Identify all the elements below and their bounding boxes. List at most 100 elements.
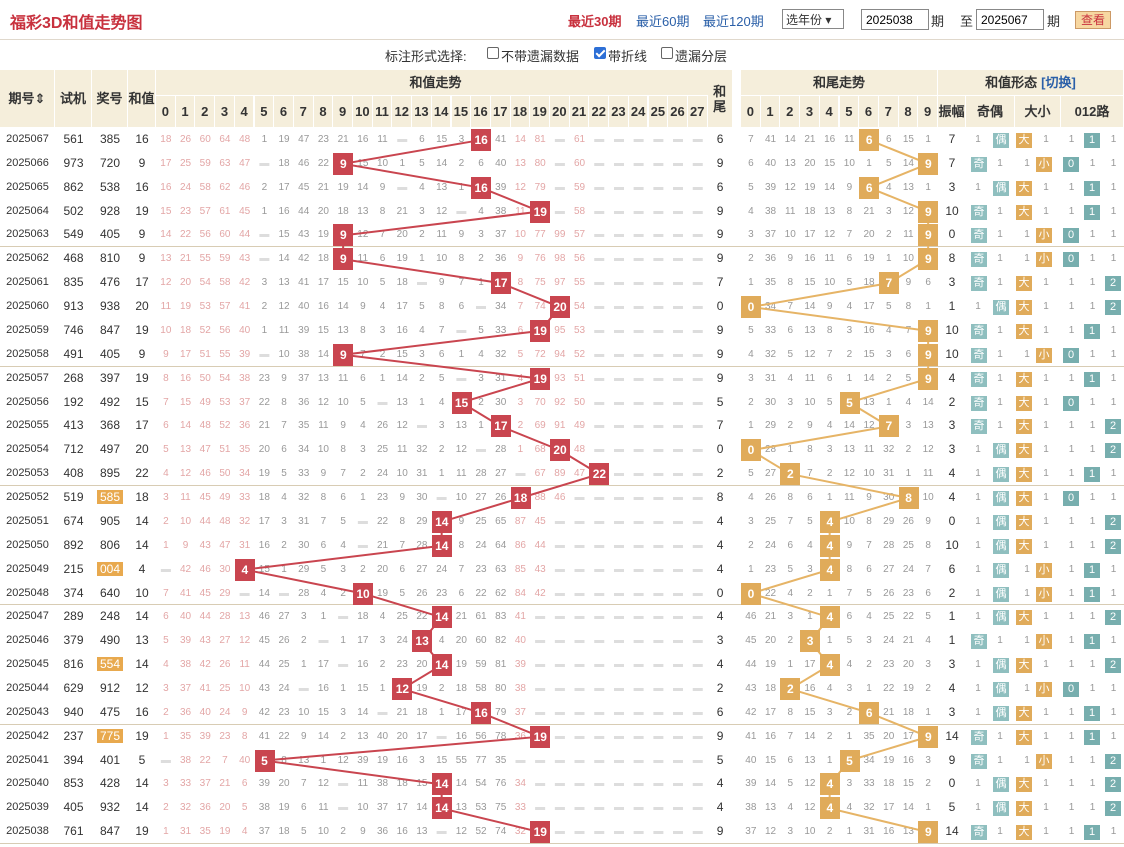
tail-miss-cell: 2: [787, 420, 794, 432]
parity-miss: 1: [997, 277, 1003, 289]
tail-miss-cell: 1: [846, 826, 853, 838]
jianghao-cell: 405: [92, 223, 128, 246]
sum-miss-cell: 20: [317, 205, 329, 217]
sum-miss-cell: 52: [573, 348, 586, 360]
period-to-input[interactable]: [976, 9, 1044, 30]
sum-miss-cell: ▬: [613, 301, 624, 313]
sum-marker: 19: [530, 367, 551, 390]
size-badge: 大: [1016, 300, 1032, 316]
sum-miss-cell: 81: [534, 134, 546, 145]
shiji-cell: 405: [63, 800, 84, 815]
sum-miss-cell: 39: [357, 754, 369, 766]
sum-miss-cell: ▬: [613, 635, 624, 647]
sum-miss-cell: ▬: [613, 802, 624, 814]
header-sum-5: 5: [254, 96, 275, 128]
sum-miss-cell: 22: [416, 611, 428, 623]
sum-miss-cell: ▬: [613, 515, 624, 527]
range-30[interactable]: 最近30期: [568, 14, 622, 29]
sum-miss-cell: 11: [456, 468, 467, 480]
tail-marker: 0: [741, 582, 761, 605]
tail-miss-cell: 41: [764, 134, 777, 145]
tail-miss-cell: 20: [804, 157, 816, 169]
sum-miss-cell: ▬: [633, 563, 644, 575]
range-120[interactable]: 最近120期: [703, 14, 764, 29]
sum-miss-cell: 23: [396, 659, 408, 671]
sum-miss-cell: ▬: [653, 802, 664, 814]
jianghao-cell: 640: [92, 582, 128, 605]
sum-miss-cell: ▬: [633, 229, 644, 241]
sum-miss-cell: ▬: [594, 754, 605, 766]
sum-miss-cell: 12: [455, 826, 467, 838]
sum-miss-cell: 8: [281, 396, 287, 408]
sum-miss-cell: ▬: [554, 754, 565, 766]
sum-miss-cell: 30: [298, 539, 310, 551]
sum-miss-cell: ▬: [535, 635, 546, 647]
sum-miss-cell: 41: [239, 301, 251, 313]
checkbox-layered[interactable]: [661, 47, 673, 59]
tail-miss-cell: 7: [846, 587, 853, 599]
sum-miss-cell: 45: [534, 515, 546, 527]
sum-miss-cell: 33: [298, 468, 310, 480]
checkbox-polyline[interactable]: [594, 47, 606, 59]
size-badge: 大: [1016, 133, 1032, 148]
checkbox-layered-label[interactable]: 遗漏分层: [675, 49, 728, 64]
period-from-input[interactable]: [861, 9, 929, 30]
checkbox-no-missing-label[interactable]: 不带遗漏数据: [501, 49, 580, 64]
range-60[interactable]: 最近60期: [636, 14, 690, 29]
hewei-cell: 9: [716, 824, 724, 839]
checkbox-polyline-label[interactable]: 带折线: [608, 49, 648, 64]
sum-miss-cell: 31: [495, 372, 507, 384]
hewei-cell: 7: [716, 418, 724, 433]
year-select[interactable]: 选年份 ▾: [782, 9, 844, 29]
route-miss: 1: [1089, 253, 1096, 265]
tail-miss-cell: 26: [902, 515, 914, 527]
parity-badge: 偶: [993, 801, 1009, 817]
period-cell: 2025042: [6, 729, 49, 742]
sum-miss-cell: 12: [317, 396, 329, 408]
sum-miss-cell: 4: [379, 611, 386, 623]
sum-miss-cell: 32: [298, 492, 310, 504]
shiji-cell: 835: [63, 275, 84, 290]
sum-miss-cell: ▬: [574, 611, 585, 623]
sum-miss-cell: ▬: [357, 539, 368, 551]
sum-miss-cell: 19: [396, 253, 408, 265]
period-cell: 2025062: [6, 252, 49, 265]
size-badge: 小: [1036, 252, 1052, 268]
sum-miss-cell: ▬: [633, 205, 644, 217]
tail-miss-cell: 19: [902, 683, 914, 694]
sum-marker: 5: [254, 749, 275, 772]
sum-marker: 4: [234, 558, 255, 581]
route-badge: 1: [1084, 729, 1100, 745]
sum-miss-cell: 6: [478, 157, 484, 169]
sum-miss-cell: 1: [320, 754, 327, 766]
sum-miss-cell: ▬: [594, 277, 605, 289]
parity-miss: 1: [997, 420, 1003, 432]
amplitude-cell: 0: [948, 513, 956, 528]
query-button[interactable]: 查看: [1075, 11, 1111, 29]
sum-miss-cell: 15: [357, 157, 369, 169]
switch-link[interactable]: [切换]: [1041, 75, 1076, 90]
table-row: 2025043 940 475 16 2 36 40 24 9 42 23 10 15 3 14 ▬ 21 18 1…: [0, 700, 1124, 725]
tail-miss-cell: 1: [905, 468, 912, 480]
period-cell: 2025049: [6, 562, 49, 575]
hewei-cell: 9: [716, 155, 724, 170]
header-qihao[interactable]: 期号⇕: [0, 70, 55, 128]
sum-miss-cell: 2: [419, 372, 425, 384]
sum-miss-cell: 40: [199, 706, 211, 718]
size-badge: 大: [1016, 777, 1032, 793]
sum-miss-cell: ▬: [613, 611, 624, 623]
sum-miss-cell: ▬: [377, 706, 388, 718]
sum-miss-cell: 17: [396, 301, 408, 313]
checkbox-no-missing[interactable]: [487, 47, 499, 59]
sum-miss-cell: ▬: [692, 778, 703, 790]
tail-miss-cell: 31: [764, 372, 777, 384]
tail-marker: 5: [839, 391, 860, 414]
sum-miss-cell: 21: [258, 420, 270, 432]
sum-miss-cell: 42: [534, 587, 546, 599]
sum-miss-cell: ▬: [476, 444, 487, 456]
amplitude-cell: 14: [945, 728, 959, 743]
parity-miss: 1: [975, 134, 981, 145]
parity-badge: 偶: [993, 180, 1009, 196]
sum-miss-cell: ▬: [673, 778, 684, 790]
sum-miss-cell: 41: [298, 277, 310, 289]
